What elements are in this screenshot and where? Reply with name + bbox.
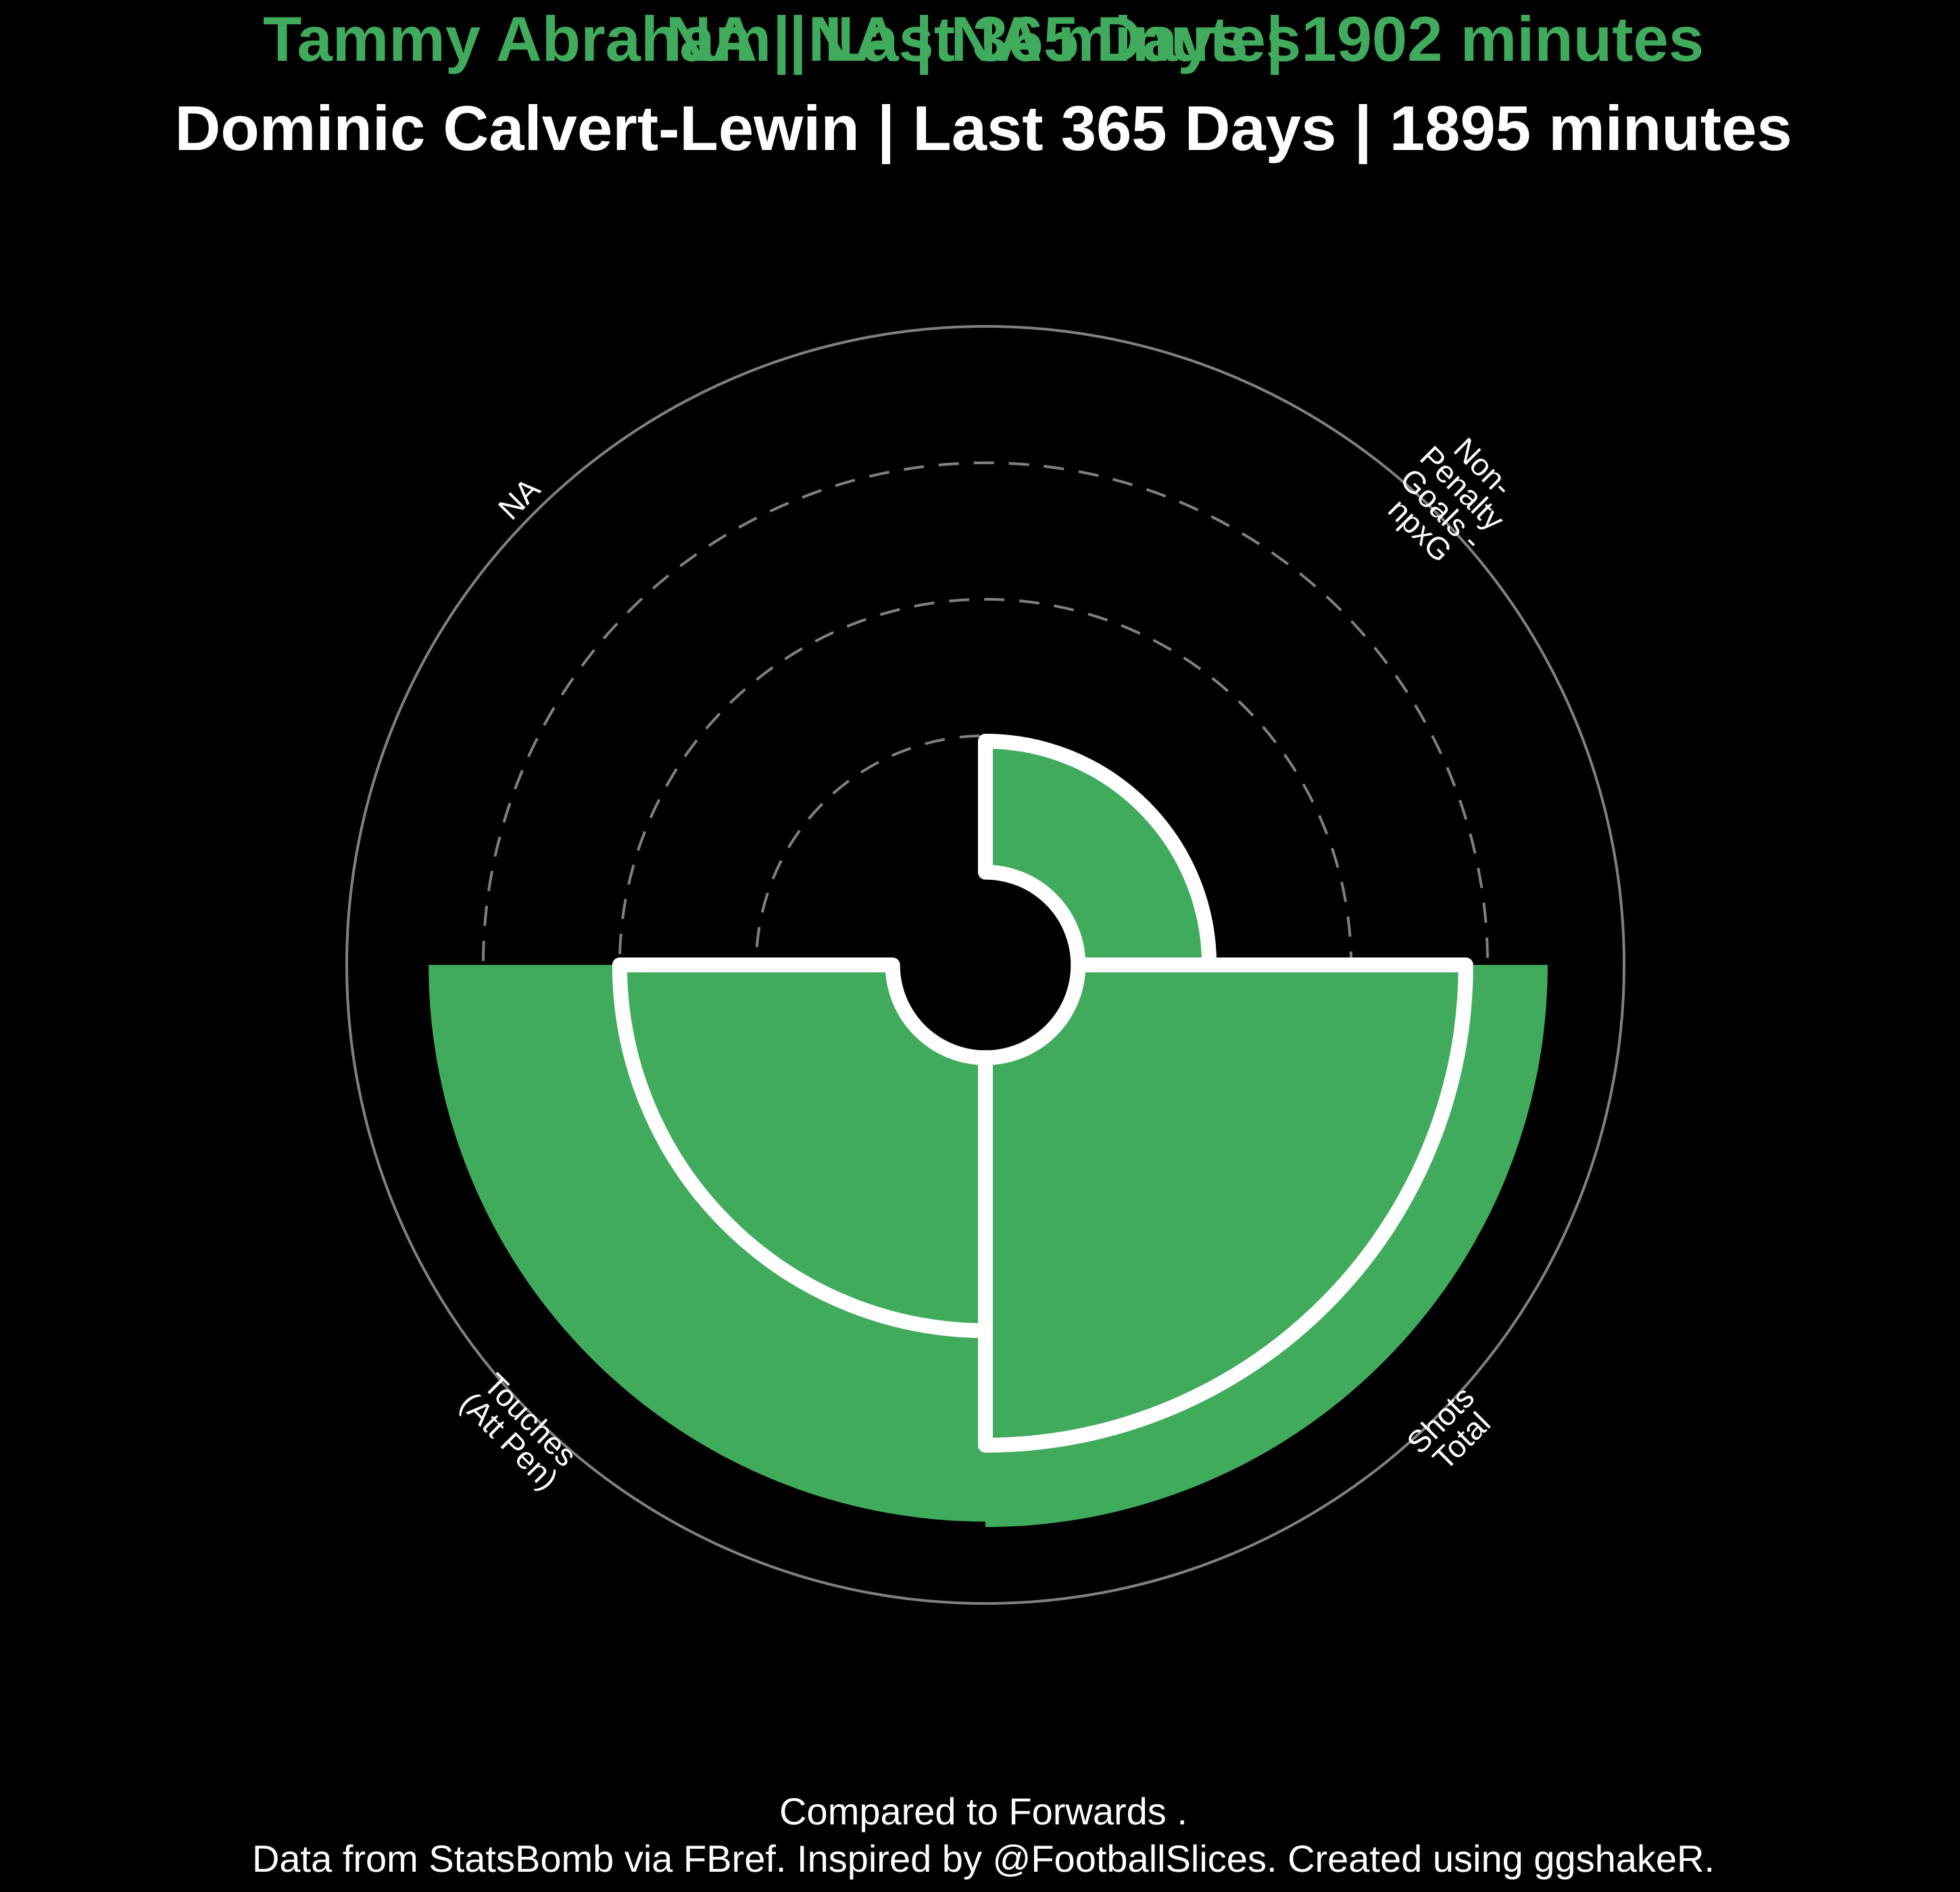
player-b-bars	[612, 733, 1473, 1453]
caption-credits: Data from StatsBomb via FBref. Inspired …	[252, 1837, 1715, 1880]
category-label-line: NA	[491, 471, 547, 526]
bar-b-2	[612, 957, 993, 1339]
bar-a-2	[428, 965, 985, 1522]
bar-a-0	[985, 746, 1204, 965]
caption-comparison: Compared to Forwards .	[779, 1790, 1187, 1833]
category-label-2: Touches(Att Pen)	[454, 1364, 586, 1497]
bar-b-0	[978, 733, 1217, 972]
category-label-1: ShotsTotal	[1400, 1379, 1502, 1481]
bar-b-1	[978, 957, 1473, 1453]
player-a-bars	[428, 746, 1548, 1527]
title-player-b: Dominic Calvert-Lewin | Last 365 Days | …	[174, 93, 1792, 164]
outer-ring	[345, 325, 1625, 1605]
title-player-a: Tammy Abraham | Last 365 Days | 1902 min…	[263, 3, 1704, 75]
category-label-3: NA	[491, 471, 547, 526]
bar-a-1	[985, 965, 1548, 1527]
title-overlap-na: NA | NA | NA minutes	[666, 3, 1301, 75]
category-label-0: Non-PenaltyGoals -npxG	[1371, 418, 1533, 580]
